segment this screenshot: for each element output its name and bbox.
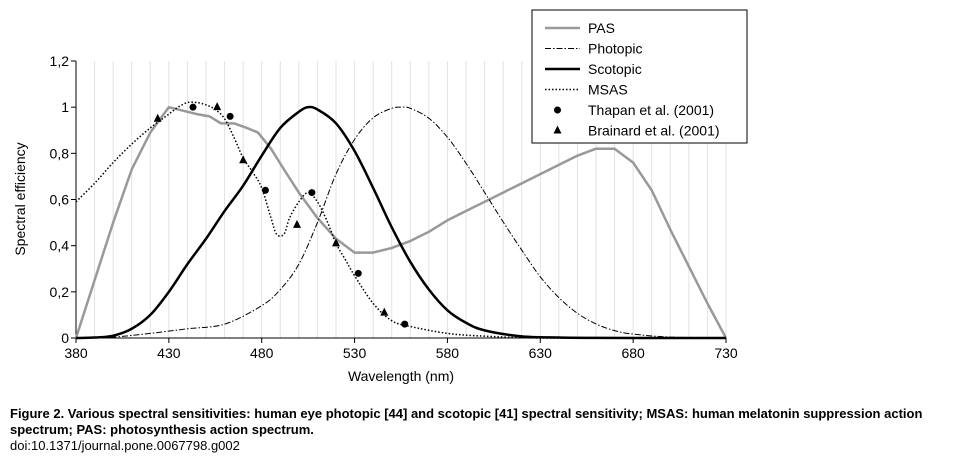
x-tick-labels: 380 430 480 530 580 630 680 730: [64, 345, 738, 361]
series-line-photopic: [75, 106, 727, 339]
x-tick-label: 630: [529, 345, 553, 361]
figure-caption: Figure 2. Various spectral sensitivities…: [10, 406, 960, 454]
x-tick-label: 730: [714, 345, 738, 361]
series-line-msas: [75, 101, 726, 339]
thapan-point: [226, 112, 234, 120]
brainard-point: [380, 307, 389, 316]
chart: 380 430 480 530 580 630 680 730 0 0,2 0,4 0,6 0,8 1 1…: [12, 9, 748, 384]
y-tick-labels: 0 0,2 0,4 0,6 0,8 1 1,2: [50, 53, 70, 346]
legend-label: Photopic: [588, 41, 642, 57]
scatter-markers: [153, 102, 409, 328]
y-tick-label: 0,2: [50, 284, 70, 300]
y-tick-label: 0,4: [50, 238, 70, 254]
legend-label: MSAS: [588, 82, 628, 98]
y-tick-label: 0,6: [50, 192, 70, 208]
x-tick-label: 680: [621, 345, 645, 361]
series-lines: [74, 101, 728, 340]
x-tick-label: 430: [157, 345, 181, 361]
legend: PAS Photopic Scotopic MSAS Thapan et al. (20…: [531, 9, 748, 144]
legend-box: [531, 9, 748, 144]
brainard-point: [239, 155, 248, 164]
brainard-point: [213, 102, 222, 111]
y-tick-label: 0,8: [50, 145, 70, 161]
legend-label: PAS: [588, 20, 615, 36]
thapan-point: [261, 186, 269, 194]
y-axis-title: Spectral efficiency: [12, 142, 28, 255]
y-tick-label: 1,2: [50, 53, 70, 69]
thapan-point: [354, 269, 362, 277]
brainard-point: [153, 113, 162, 122]
series-line-pas: [74, 105, 728, 339]
legend-marker-thapan: [554, 106, 561, 114]
legend-label: Scotopic: [588, 61, 642, 77]
x-tick-label: 480: [250, 345, 274, 361]
legend-label: Brainard et al. (2001): [588, 123, 720, 139]
thapan-point: [308, 189, 316, 197]
caption-doi: doi:10.1371/journal.pone.0067798.g002: [10, 438, 240, 453]
brainard-point: [293, 219, 301, 228]
x-tick-label: 580: [436, 345, 460, 361]
y-tick-label: 1: [61, 99, 69, 115]
brainard-point: [332, 238, 340, 247]
series-line-scotopic: [75, 105, 727, 340]
thapan-point: [189, 103, 197, 111]
legend-label: Thapan et al. (2001): [588, 102, 714, 118]
y-tick-label: 0: [61, 330, 69, 346]
thapan-point: [401, 320, 409, 328]
caption-text: Figure 2. Various spectral sensitivities…: [10, 406, 923, 437]
legend-marker-brainard: [553, 125, 562, 134]
x-tick-label: 530: [343, 345, 367, 361]
x-axis-title: Wavelength (nm): [348, 368, 454, 384]
x-tick-label: 380: [64, 345, 88, 361]
